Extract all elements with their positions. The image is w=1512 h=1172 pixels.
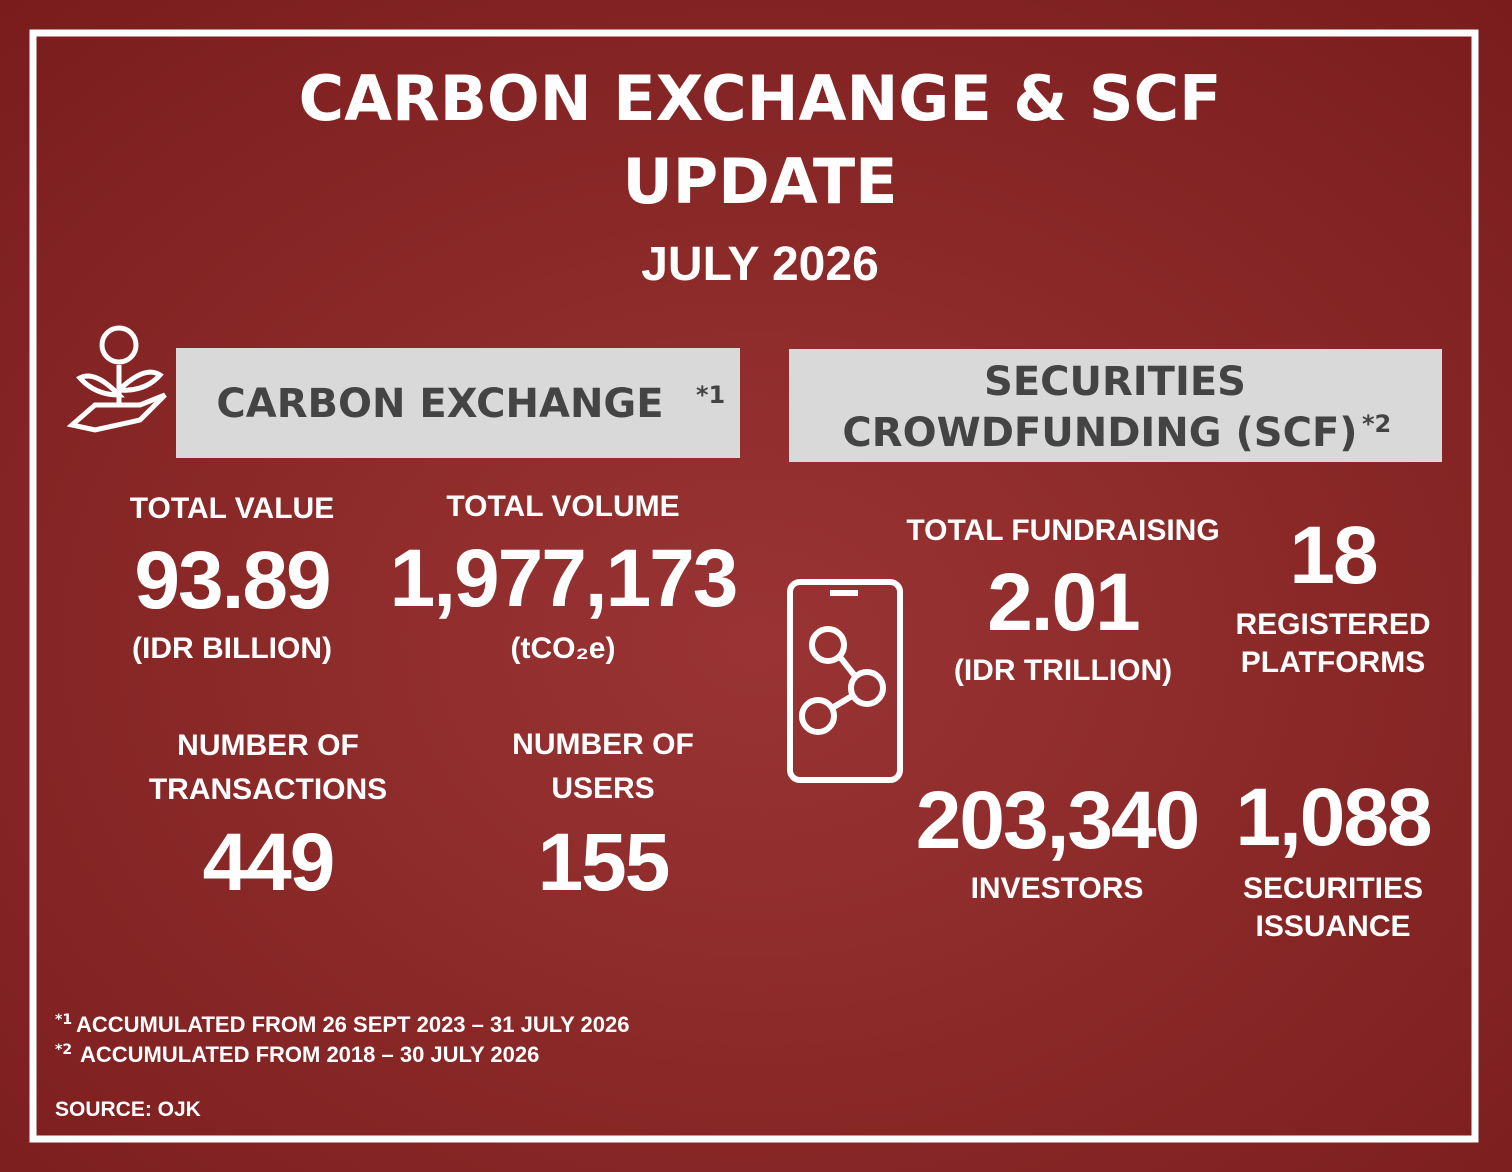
stat-label: TOTAL FUNDRAISING xyxy=(906,514,1219,547)
section-title: CROWDFUNDING (SCF) xyxy=(842,410,1357,456)
footnote-marker: *1 xyxy=(55,1012,72,1028)
stat-value: 2.01 xyxy=(987,557,1139,648)
stat-label: NUMBER OF xyxy=(177,729,359,762)
footnote-marker: *2 xyxy=(55,1042,72,1058)
stat-unit: (IDR TRILLION) xyxy=(954,654,1172,687)
stat-label: NUMBER OF xyxy=(512,728,694,761)
frame xyxy=(29,29,1479,1143)
stat-value: 18 xyxy=(1289,510,1377,601)
plant-icon xyxy=(66,325,167,433)
stat-value: 449 xyxy=(203,817,334,908)
stat-label: REGISTERED xyxy=(1235,608,1430,641)
title: CARBON EXCHANGE & SCF xyxy=(299,62,1222,135)
stat-value: 203,340 xyxy=(916,775,1198,866)
stat-label: TOTAL VALUE xyxy=(130,492,334,525)
title: UPDATE xyxy=(622,145,897,218)
stat-label: SECURITIES xyxy=(1243,872,1423,905)
stat-label: ISSUANCE xyxy=(1255,910,1410,943)
section-title: SECURITIES xyxy=(984,359,1246,405)
phone-icon xyxy=(787,579,903,783)
stat-label: TOTAL VOLUME xyxy=(446,490,679,523)
stat-value: 155 xyxy=(538,817,669,908)
stat-unit: (IDR BILLION) xyxy=(132,632,332,665)
stat-value: 93.89 xyxy=(134,535,329,626)
note-marker: *2 xyxy=(1362,410,1391,438)
source: SOURCE: OJK xyxy=(55,1098,201,1121)
stat-label: USERS xyxy=(551,772,654,805)
stat-unit: (tCO₂e) xyxy=(511,632,616,665)
section-title: CARBON EXCHANGE xyxy=(216,381,663,427)
footnote: ACCUMULATED FROM 26 SEPT 2023 – 31 JULY … xyxy=(76,1012,629,1037)
stat-value: 1,088 xyxy=(1235,772,1431,863)
note-marker: *1 xyxy=(696,381,725,409)
stat-label: TRANSACTIONS xyxy=(149,773,387,806)
stat-label: PLATFORMS xyxy=(1241,646,1425,679)
stat-label: INVESTORS xyxy=(971,872,1144,905)
stat-value: 1,977,173 xyxy=(390,533,737,624)
section-header xyxy=(789,349,1442,462)
section-header xyxy=(176,348,740,458)
date: JULY 2026 xyxy=(641,238,879,291)
footnote: ACCUMULATED FROM 2018 – 30 JULY 2026 xyxy=(80,1042,539,1067)
